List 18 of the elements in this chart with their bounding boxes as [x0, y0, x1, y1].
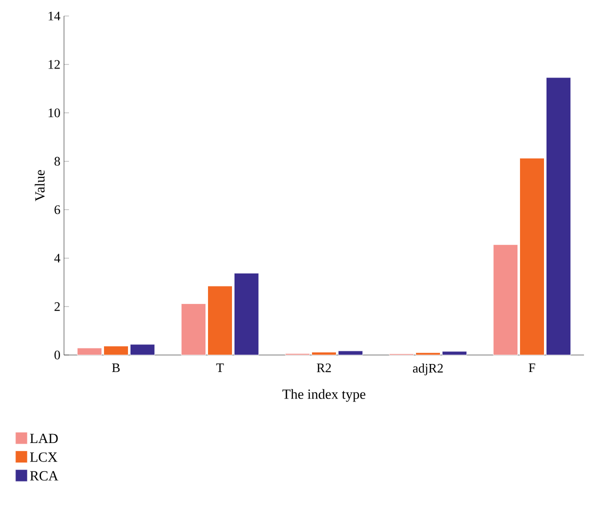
x-tick-label: F [528, 364, 536, 372]
y-tick-label: 8 [54, 156, 60, 166]
y-tick-label: 6 [54, 205, 60, 214]
x-axis-title: The index type [282, 389, 366, 402]
x-tick-label: adjR2 [412, 364, 443, 376]
legend-label: LAD [30, 434, 58, 444]
y-tick-label: 4 [54, 254, 60, 262]
legend-label: RCA [30, 471, 58, 481]
legend-label: LCX [30, 452, 58, 462]
y-axis-title: Value [34, 170, 45, 202]
y-tick-label: 14 [48, 12, 60, 20]
y-tick-label: 12 [48, 60, 60, 69]
x-tick-label: T [216, 364, 224, 372]
x-tick-label: R2 [316, 364, 331, 372]
x-tick-label: B [112, 364, 120, 372]
y-tick-label: 10 [48, 108, 60, 118]
y-tick-label: 2 [54, 302, 60, 311]
y-tick-label: 0 [54, 350, 60, 360]
